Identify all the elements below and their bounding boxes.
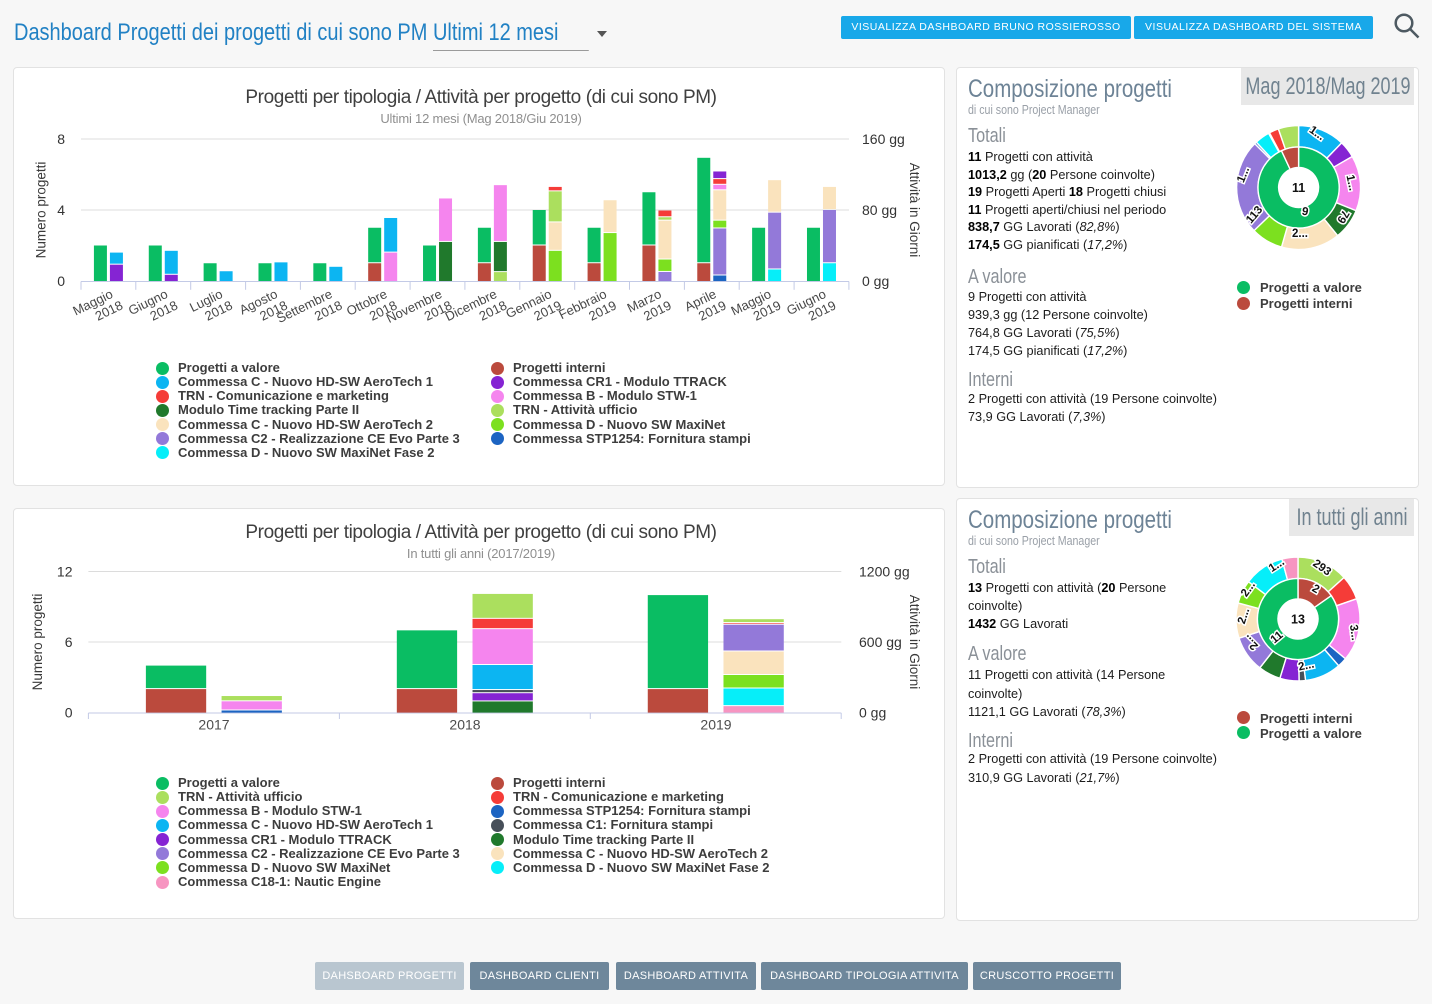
svg-text:2...: 2... [1297,659,1315,674]
svg-text:9: 9 [1301,206,1309,219]
svg-text:0 gg: 0 gg [859,705,886,721]
svg-text:Dicembre2018: Dicembre2018 [443,284,510,337]
svg-text:12: 12 [57,564,73,580]
svg-text:11: 11 [1292,181,1305,195]
svg-text:Attività in Giorni: Attività in Giorni [907,595,922,690]
svg-text:Settembre2018: Settembre2018 [274,284,344,339]
svg-text:Marzo2019: Marzo2019 [625,284,674,328]
svg-text:0 gg: 0 gg [862,273,889,289]
svg-text:Gennaio2019: Gennaio2019 [503,284,564,334]
svg-text:2019: 2019 [700,717,731,733]
svg-text:8: 8 [57,131,65,147]
svg-text:Aprile2019: Aprile2019 [682,284,728,327]
svg-text:Maggio2018: Maggio2018 [70,284,125,331]
svg-text:0: 0 [57,273,65,289]
svg-text:80 gg: 80 gg [862,202,897,218]
svg-text:Maggio2019: Maggio2019 [729,284,784,331]
svg-text:6: 6 [65,634,73,650]
svg-text:2...: 2... [1292,228,1308,240]
svg-text:Numero progetti: Numero progetti [30,594,45,691]
svg-text:1200 gg: 1200 gg [859,564,910,580]
svg-text:Luglio2018: Luglio2018 [187,284,235,327]
svg-text:In tutti gli anni (2017/2019): In tutti gli anni (2017/2019) [407,546,555,561]
svg-text:2018: 2018 [449,717,480,733]
svg-text:Progetti per tipologia / Attiv: Progetti per tipologia / Attività per pr… [245,522,716,543]
svg-text:Febbraio2019: Febbraio2019 [556,284,619,335]
svg-text:Progetti per tipologia / Attiv: Progetti per tipologia / Attività per pr… [245,87,716,108]
svg-text:0: 0 [65,705,73,721]
svg-text:Giugno2018: Giugno2018 [126,284,180,331]
svg-text:1...: 1... [1343,174,1358,192]
svg-text:2017: 2017 [198,717,229,733]
svg-text:4: 4 [57,202,65,218]
svg-text:3...: 3... [1347,624,1361,641]
svg-text:Giugno2019: Giugno2019 [784,284,838,331]
svg-text:13: 13 [1291,613,1305,627]
svg-text:Attività in Giorni: Attività in Giorni [907,163,922,258]
svg-text:600 gg: 600 gg [859,634,902,650]
svg-text:Numero progetti: Numero progetti [34,162,49,259]
svg-text:160 gg: 160 gg [862,131,905,147]
svg-text:Ultimi 12 mesi (Mag 2018/Giu 2: Ultimi 12 mesi (Mag 2018/Giu 2019) [380,111,581,126]
